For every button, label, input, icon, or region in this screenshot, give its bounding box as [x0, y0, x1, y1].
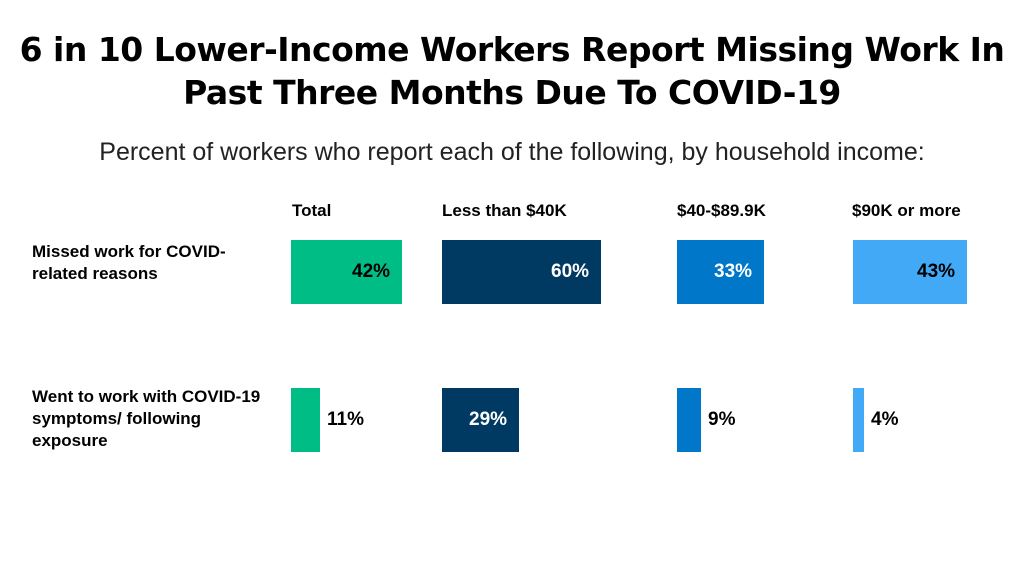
column-header-40-89k: $40-$89.9K — [677, 201, 766, 220]
chart-title: 6 in 10 Lower-Income Workers Report Miss… — [19, 30, 1005, 112]
bar-90k-or-more-worked-with-symptoms — [853, 388, 864, 452]
value-label-90k-or-more-worked-with-symptoms: 4% — [871, 409, 899, 430]
bar-total-missed-work — [291, 240, 402, 304]
bar-90k-or-more-missed-work — [853, 240, 967, 304]
bar-less-than-40k-worked-with-symptoms — [442, 388, 519, 452]
column-header-90k-or-more: $90K or more — [852, 201, 961, 220]
row-label-worked-with-symptoms: Went to work with COVID-19 symptoms/ fol… — [32, 387, 261, 450]
chart-subtitle: Percent of workers who report each of th… — [99, 138, 925, 166]
bar-40-89k-missed-work — [677, 240, 764, 304]
bar-40-89k-worked-with-symptoms — [677, 388, 701, 452]
column-header-total: Total — [292, 201, 332, 220]
value-label-40-89k-missed-work: 33% — [714, 261, 753, 282]
bar-total-worked-with-symptoms — [291, 388, 320, 452]
row-label-missed-work: Missed work for COVID-related reasons — [32, 242, 226, 283]
column-header-less-than-40k: Less than $40K — [442, 201, 567, 220]
value-label-total-missed-work: 42% — [352, 261, 391, 282]
value-label-40-89k-worked-with-symptoms: 9% — [708, 409, 736, 430]
value-label-less-than-40k-worked-with-symptoms: 29% — [469, 409, 508, 430]
value-label-less-than-40k-missed-work: 60% — [551, 261, 590, 282]
value-label-total-worked-with-symptoms: 11% — [327, 409, 364, 430]
bar-less-than-40k-missed-work — [442, 240, 601, 304]
value-label-90k-or-more-missed-work: 43% — [917, 261, 956, 282]
